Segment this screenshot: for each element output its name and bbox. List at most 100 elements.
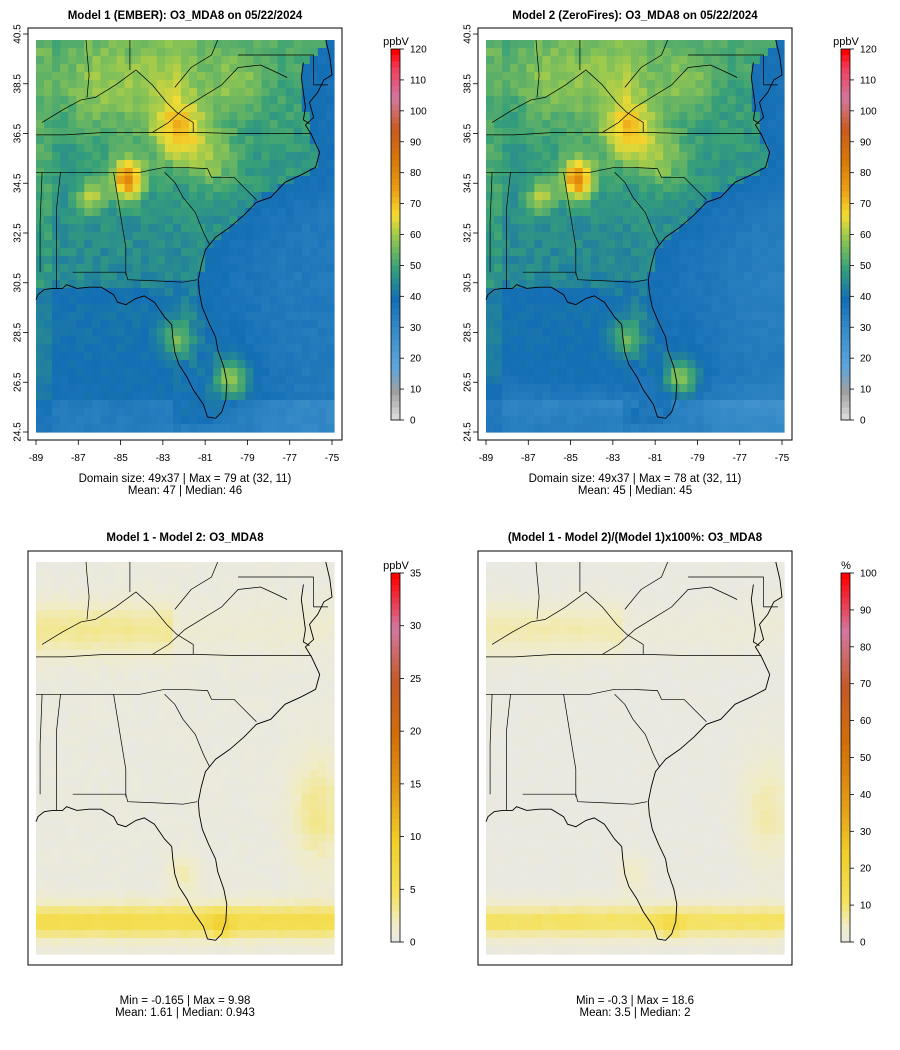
grid-cell bbox=[181, 658, 190, 667]
grid-cell bbox=[615, 416, 624, 425]
grid-cell bbox=[60, 562, 69, 571]
grid-cell bbox=[60, 706, 69, 715]
colorbar-tick-label: 60 bbox=[860, 230, 872, 241]
grid-cell bbox=[494, 272, 503, 281]
grid-cell bbox=[84, 400, 93, 409]
grid-cell bbox=[229, 400, 238, 409]
grid-cell bbox=[575, 424, 584, 433]
grid-cell bbox=[237, 320, 246, 329]
grid-cell bbox=[213, 416, 222, 425]
colorbar-segment bbox=[391, 389, 400, 396]
colorbar-segment bbox=[841, 61, 850, 68]
grid-cell bbox=[768, 320, 777, 329]
grid-cell bbox=[141, 160, 150, 169]
colorbar-segment bbox=[841, 321, 850, 328]
grid-cell bbox=[663, 360, 672, 369]
grid-cell bbox=[599, 96, 608, 105]
colorbar-tick-label: 10 bbox=[410, 385, 422, 396]
grid-cell bbox=[518, 384, 527, 393]
grid-cell bbox=[526, 392, 535, 401]
grid-cell bbox=[607, 272, 616, 281]
grid-cell bbox=[237, 144, 246, 153]
grid-cell bbox=[558, 240, 567, 249]
grid-cell bbox=[575, 296, 584, 305]
grid-cell bbox=[695, 352, 704, 361]
grid-cell bbox=[173, 176, 182, 185]
grid-cell bbox=[245, 408, 254, 417]
grid-cell bbox=[518, 400, 527, 409]
grid-cell bbox=[558, 208, 567, 217]
grid-cell bbox=[44, 762, 53, 771]
grid-cell bbox=[712, 168, 721, 177]
grid-cell bbox=[310, 184, 319, 193]
grid-cell bbox=[720, 352, 729, 361]
grid-cell bbox=[52, 328, 61, 337]
grid-cell bbox=[326, 722, 335, 731]
grid-cell bbox=[262, 674, 271, 683]
grid-cell bbox=[575, 88, 584, 97]
grid-cell bbox=[125, 88, 134, 97]
grid-cell bbox=[583, 272, 592, 281]
grid-cell bbox=[534, 240, 543, 249]
grid-cell bbox=[44, 104, 53, 113]
grid-cell bbox=[165, 690, 174, 699]
grid-cell bbox=[44, 666, 53, 675]
grid-cell bbox=[44, 232, 53, 241]
grid-cell bbox=[253, 400, 262, 409]
grid-cell bbox=[728, 128, 737, 137]
grid-cell bbox=[117, 272, 126, 281]
grid-cell bbox=[133, 746, 142, 755]
grid-cell bbox=[205, 264, 214, 273]
grid-cell bbox=[567, 56, 576, 65]
colorbar-segment bbox=[391, 210, 400, 217]
grid-cell bbox=[567, 352, 576, 361]
grid-cell bbox=[157, 570, 166, 579]
grid-cell bbox=[302, 272, 311, 281]
grid-cell bbox=[655, 200, 664, 209]
grid-cell bbox=[205, 192, 214, 201]
grid-cell bbox=[687, 400, 696, 409]
grid-cell bbox=[776, 128, 785, 137]
grid-cell bbox=[68, 698, 77, 707]
grid-cell bbox=[197, 136, 206, 145]
grid-cell bbox=[294, 586, 303, 595]
grid-cell bbox=[108, 160, 117, 169]
grid-cell bbox=[310, 376, 319, 385]
grid-cell bbox=[60, 272, 69, 281]
grid-cell bbox=[141, 424, 150, 433]
grid-cell bbox=[68, 754, 77, 763]
grid-cell bbox=[173, 730, 182, 739]
grid-cell bbox=[550, 184, 559, 193]
grid-cell bbox=[270, 272, 279, 281]
grid-cell bbox=[173, 738, 182, 747]
grid-cell bbox=[84, 144, 93, 153]
grid-cell bbox=[76, 112, 85, 121]
grid-cell bbox=[752, 344, 761, 353]
grid-cell bbox=[165, 570, 174, 579]
grid-cell bbox=[760, 120, 769, 129]
grid-cell bbox=[108, 40, 117, 49]
grid-cell bbox=[583, 376, 592, 385]
grid-cell bbox=[125, 392, 134, 401]
grid-cell bbox=[84, 424, 93, 433]
grid-cell bbox=[92, 738, 101, 747]
grid-cell bbox=[205, 424, 214, 433]
x-tick-label: -79 bbox=[690, 453, 705, 464]
grid-cell bbox=[117, 424, 126, 433]
grid-cell bbox=[712, 96, 721, 105]
grid-cell bbox=[687, 208, 696, 217]
grid-cell bbox=[302, 264, 311, 273]
grid-cell bbox=[703, 344, 712, 353]
grid-cell bbox=[599, 320, 608, 329]
grid-cell bbox=[526, 248, 535, 257]
grid-cell bbox=[736, 168, 745, 177]
grid-cell bbox=[776, 296, 785, 305]
grid-cell bbox=[100, 160, 109, 169]
grid-cell bbox=[494, 296, 503, 305]
grid-cell bbox=[253, 746, 262, 755]
grid-cell bbox=[631, 88, 640, 97]
grid-cell bbox=[607, 184, 616, 193]
grid-cell bbox=[44, 424, 53, 433]
grid-cell bbox=[615, 288, 624, 297]
grid-cell bbox=[663, 112, 672, 121]
